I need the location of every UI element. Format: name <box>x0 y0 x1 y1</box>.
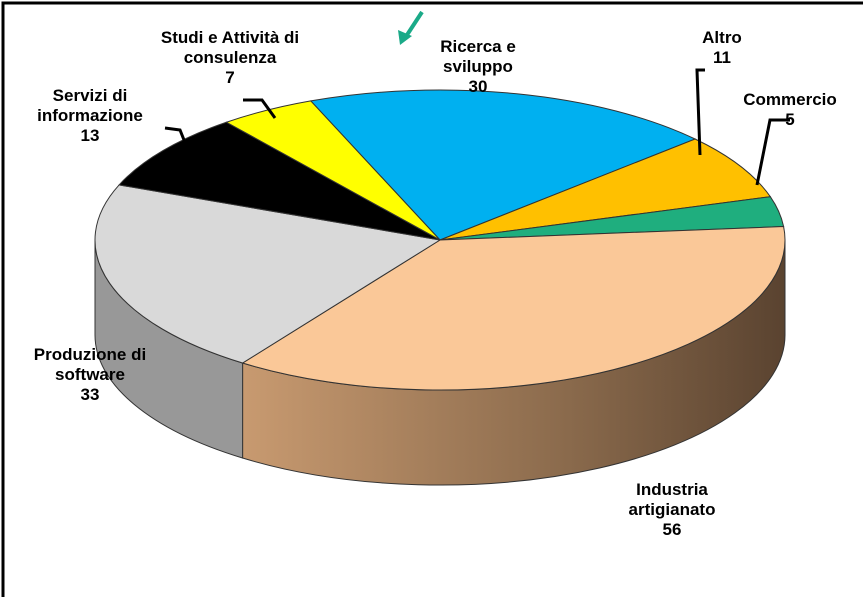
slice-label: Ricerca e sviluppo 30 <box>423 37 533 97</box>
value-label: 11 <box>713 48 731 67</box>
category-name: Commercio <box>743 90 837 109</box>
leader-line <box>164 126 192 156</box>
value-label: 7 <box>225 68 235 87</box>
category-name: Altro <box>702 28 742 47</box>
value-label: 5 <box>785 110 795 129</box>
leader-line <box>755 118 790 186</box>
slice <box>225 100 441 241</box>
arrow <box>403 10 424 40</box>
slice-label: Industria artigianato 56 <box>607 480 737 540</box>
slice-label: Altro 11 <box>692 28 752 68</box>
arrow-head <box>398 30 412 45</box>
leader-lines <box>164 68 790 186</box>
leader-line <box>695 68 705 156</box>
slice-label: Produzione di software 33 <box>10 345 170 405</box>
slice <box>309 89 697 241</box>
category-name: Studi e Attività di consulenza <box>160 28 300 67</box>
slice <box>94 184 442 364</box>
value-label: 13 <box>80 126 100 145</box>
slice <box>241 225 786 391</box>
slice-label: Commercio 5 <box>720 90 860 130</box>
category-name: Produzione di software <box>33 345 147 384</box>
category-name: Ricerca e sviluppo <box>440 37 516 76</box>
slice <box>118 121 441 241</box>
value-label: 30 <box>468 77 488 96</box>
value-label: 56 <box>662 520 682 539</box>
leader-line <box>243 98 277 119</box>
value-label: 33 <box>80 385 100 404</box>
category-name: Servizi di informazione <box>37 86 143 125</box>
slice-label: Servizi di informazione 13 <box>15 86 165 146</box>
category-name: Industria artigianato <box>628 480 716 519</box>
slice-label: Studi e Attività di consulenza 7 <box>145 28 315 88</box>
